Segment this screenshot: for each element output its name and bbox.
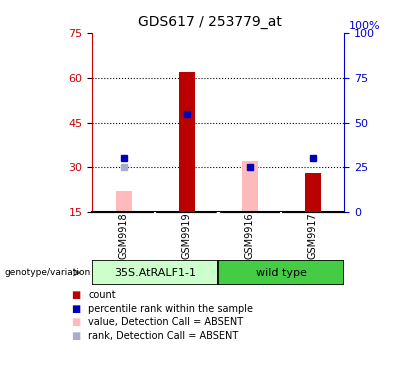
Bar <box>179 72 195 212</box>
Text: 35S.AtRALF1-1: 35S.AtRALF1-1 <box>114 268 197 278</box>
Text: GDS617 / 253779_at: GDS617 / 253779_at <box>138 15 282 29</box>
Text: percentile rank within the sample: percentile rank within the sample <box>88 303 253 314</box>
Bar <box>116 191 132 212</box>
Text: GSM9919: GSM9919 <box>182 213 192 259</box>
FancyBboxPatch shape <box>218 260 344 285</box>
Text: genotype/variation: genotype/variation <box>4 268 90 277</box>
Text: rank, Detection Call = ABSENT: rank, Detection Call = ABSENT <box>88 331 239 341</box>
Text: ■: ■ <box>71 317 80 328</box>
Text: count: count <box>88 290 116 300</box>
Text: GSM9917: GSM9917 <box>308 213 318 259</box>
Text: wild type: wild type <box>256 268 307 278</box>
Text: ■: ■ <box>71 331 80 341</box>
Text: value, Detection Call = ABSENT: value, Detection Call = ABSENT <box>88 317 243 328</box>
Text: GSM9916: GSM9916 <box>245 213 255 259</box>
Text: ■: ■ <box>71 303 80 314</box>
Text: 100%: 100% <box>349 21 380 31</box>
FancyBboxPatch shape <box>92 260 218 285</box>
Text: GSM9918: GSM9918 <box>119 213 129 259</box>
Bar <box>305 173 321 212</box>
Text: ■: ■ <box>71 290 80 300</box>
Bar <box>242 161 258 212</box>
